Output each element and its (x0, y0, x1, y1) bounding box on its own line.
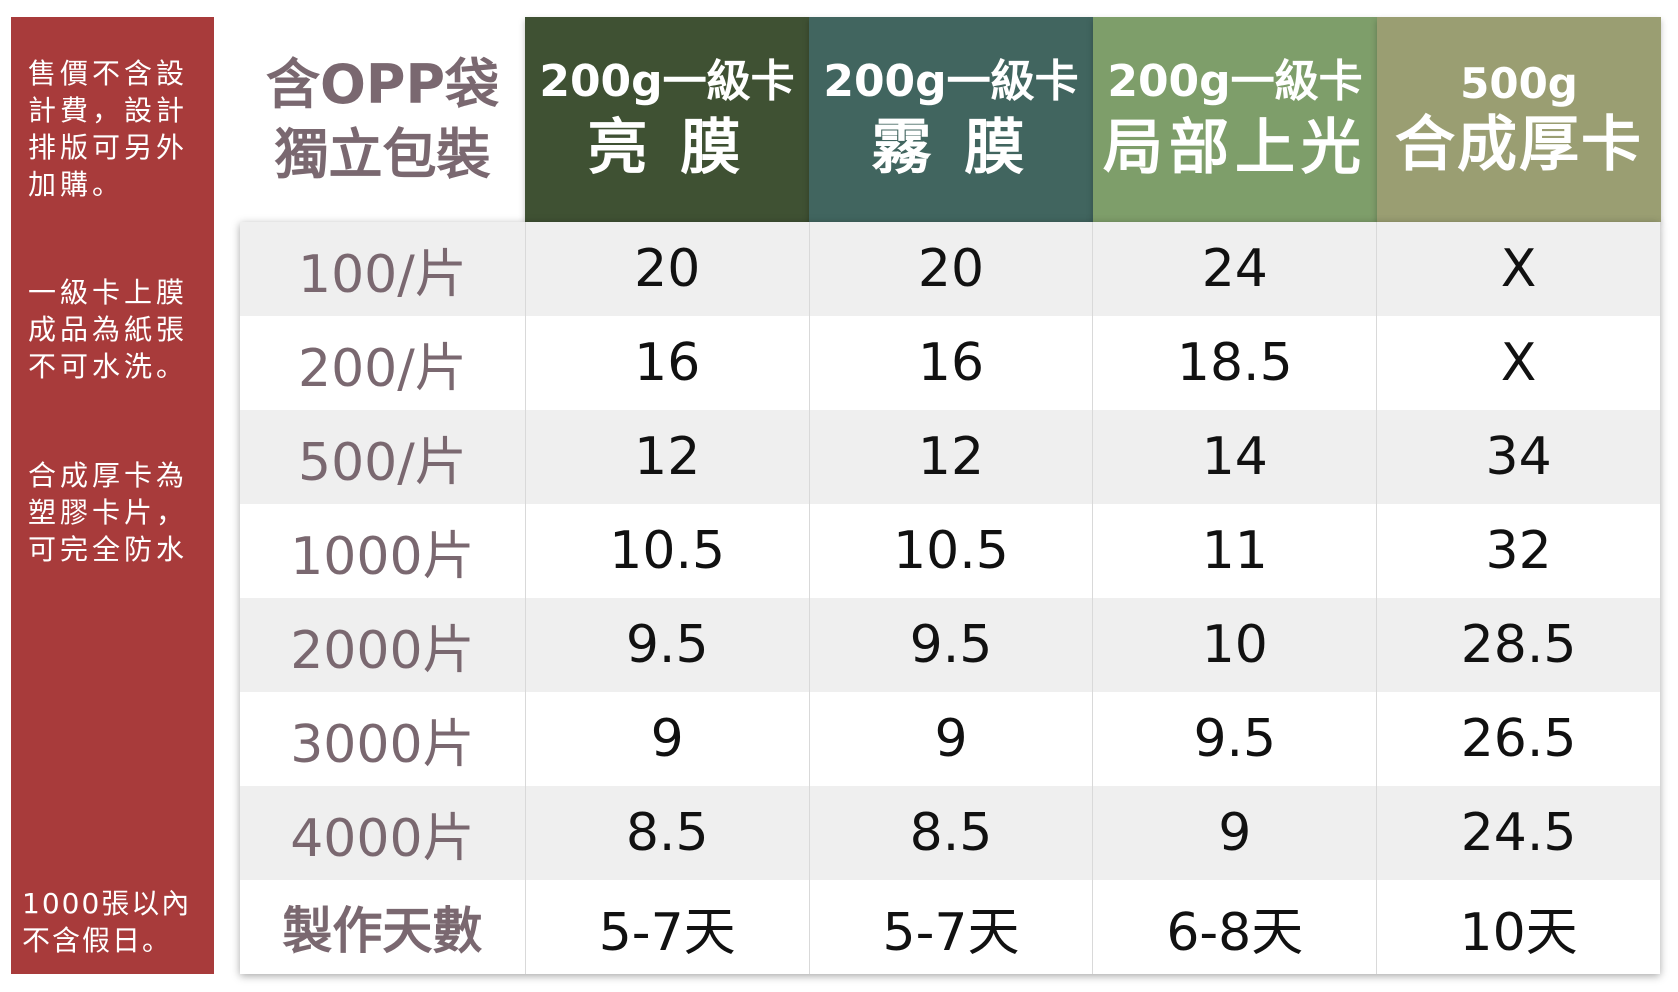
column-header-weight: 500g (1460, 58, 1578, 108)
note-lead-time: 1000張以內 不含假日。 (22, 887, 192, 957)
price-cell: 10.5 (808, 504, 1093, 598)
note-paper-card: 一級卡上膜 成品為紙張 不可水洗。 (28, 276, 189, 383)
price-cell: 20 (808, 222, 1093, 316)
price-cell: 9 (808, 692, 1093, 786)
price-cell: 9 (1092, 786, 1376, 880)
days-cell: 10天 (1376, 880, 1660, 974)
note-pricing: 售價不含設 計費，設計 排版可另外 加購。 (28, 57, 189, 201)
column-header-gloss: 200g一級卡 亮 膜 (525, 17, 809, 222)
column-header-weight: 200g一級卡 (1107, 55, 1363, 107)
table-body: 100/片 20 20 24 X 200/片 16 16 18.5 X 500/… (240, 222, 1660, 974)
price-cell: 9.5 (524, 598, 809, 692)
price-cell: 14 (1092, 410, 1376, 504)
price-cell: 24.5 (1376, 786, 1660, 880)
price-cell: 28.5 (1376, 598, 1660, 692)
price-cell: 12 (524, 410, 809, 504)
price-cell: 32 (1376, 504, 1660, 598)
column-header-weight: 200g一級卡 (539, 55, 795, 107)
table-row: 200/片 16 16 18.5 X (240, 316, 1660, 410)
price-cell: X (1376, 316, 1660, 410)
price-cell: 9 (524, 692, 809, 786)
price-cell: 9.5 (1092, 692, 1376, 786)
table-row-production-days: 製作天數 5-7天 5-7天 6-8天 10天 (240, 880, 1660, 974)
column-header-finish: 亮 膜 (587, 112, 747, 183)
price-cell: 8.5 (524, 786, 809, 880)
price-table: 含OPP袋 獨立包裝 200g一級卡 亮 膜 200g一級卡 霧 膜 200g一… (240, 17, 1661, 974)
price-cell: 16 (524, 316, 809, 410)
row-label: 500/片 (298, 432, 467, 493)
price-cell: 34 (1376, 410, 1660, 504)
row-label: 1000片 (290, 526, 475, 587)
column-header-finish: 合成厚卡 (1395, 109, 1643, 180)
packaging-header: 含OPP袋 獨立包裝 (240, 17, 525, 222)
column-header-weight: 200g一級卡 (823, 55, 1079, 107)
price-cell: 10 (1092, 598, 1376, 692)
price-cell: 18.5 (1092, 316, 1376, 410)
column-header-spot-uv: 200g一級卡 局部上光 (1093, 17, 1377, 222)
table-row: 100/片 20 20 24 X (240, 222, 1660, 316)
table-row: 3000片 9 9 9.5 26.5 (240, 692, 1660, 786)
price-cell: 10.5 (524, 504, 809, 598)
price-cell: 9.5 (808, 598, 1093, 692)
days-cell: 5-7天 (808, 880, 1093, 974)
price-cell: 8.5 (808, 786, 1093, 880)
row-label: 100/片 (298, 244, 467, 305)
price-cell: 11 (1092, 504, 1376, 598)
packaging-line-2: 獨立包裝 (274, 122, 491, 186)
row-label: 4000片 (290, 808, 475, 869)
price-cell: 20 (524, 222, 809, 316)
note-synthetic-card: 合成厚卡為 塑膠卡片， 可完全防水 (28, 459, 189, 566)
row-label: 2000片 (290, 620, 475, 681)
table-row: 500/片 12 12 14 34 (240, 410, 1660, 504)
table-row: 1000片 10.5 10.5 11 32 (240, 504, 1660, 598)
row-label: 製作天數 (282, 902, 483, 960)
column-header-synthetic: 500g 合成厚卡 (1377, 17, 1661, 222)
row-label: 200/片 (298, 338, 467, 399)
table-row: 2000片 9.5 9.5 10 28.5 (240, 598, 1660, 692)
table-row: 4000片 8.5 8.5 9 24.5 (240, 786, 1660, 880)
price-cell: 12 (808, 410, 1093, 504)
packaging-line-1: 含OPP袋 (265, 52, 500, 116)
days-cell: 5-7天 (524, 880, 809, 974)
price-cell: 26.5 (1376, 692, 1660, 786)
row-label: 3000片 (290, 714, 475, 775)
price-cell: X (1376, 222, 1660, 316)
column-header-finish: 局部上光 (1103, 112, 1367, 183)
notes-sidebar: 售價不含設 計費，設計 排版可另外 加購。 一級卡上膜 成品為紙張 不可水洗。 … (11, 17, 214, 974)
column-header-matte: 200g一級卡 霧 膜 (809, 17, 1093, 222)
price-cell: 24 (1092, 222, 1376, 316)
days-cell: 6-8天 (1092, 880, 1376, 974)
column-header-finish: 霧 膜 (871, 112, 1031, 183)
price-cell: 16 (808, 316, 1093, 410)
